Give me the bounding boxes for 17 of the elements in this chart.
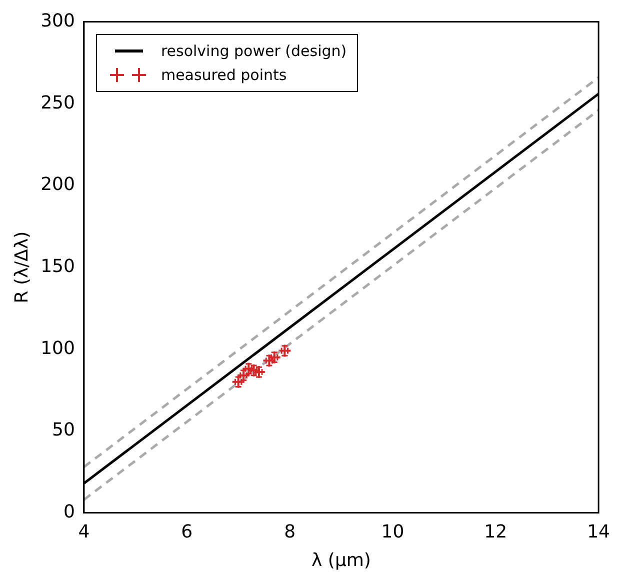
x-tick-label: 8 bbox=[284, 521, 296, 542]
y-tick-label: 300 bbox=[40, 10, 75, 32]
x-tick-label: 14 bbox=[587, 521, 610, 542]
x-tick-label: 4 bbox=[78, 521, 90, 542]
y-tick-label: 50 bbox=[52, 420, 75, 441]
y-tick-label: 200 bbox=[40, 174, 75, 196]
x-tick-label: 12 bbox=[484, 521, 508, 542]
x-tick-label: 6 bbox=[181, 521, 193, 542]
legend-label: measured points bbox=[160, 66, 287, 84]
y-tick-label: 100 bbox=[40, 338, 75, 359]
y-tick-label: 150 bbox=[40, 256, 75, 277]
y-tick-label: 0 bbox=[64, 501, 75, 522]
x-axis-title: λ (μm) bbox=[312, 550, 371, 571]
y-axis-title: R (λ/Δλ) bbox=[11, 231, 32, 304]
y-tick-label: 250 bbox=[40, 92, 75, 114]
x-tick-label: 10 bbox=[381, 521, 404, 542]
legend-label: resolving power (design) bbox=[160, 42, 347, 60]
